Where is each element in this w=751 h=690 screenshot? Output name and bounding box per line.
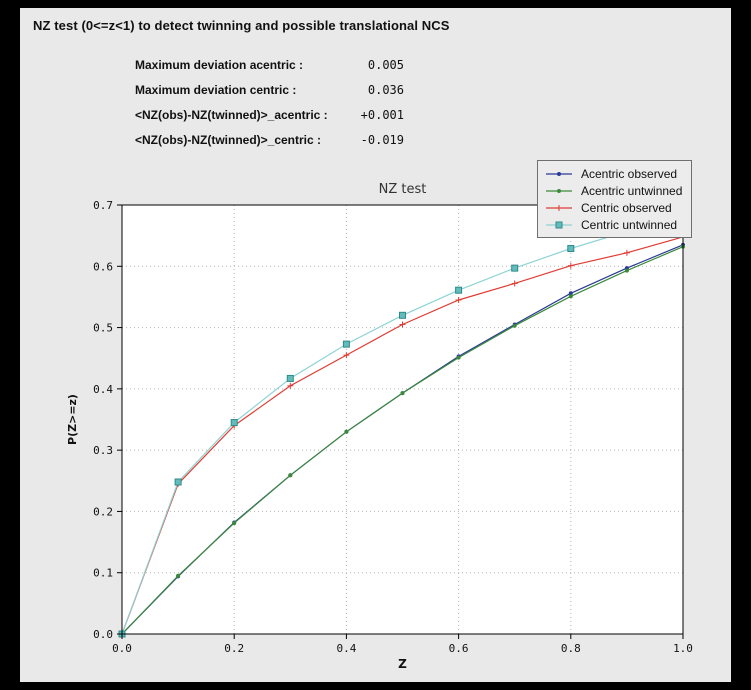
y-axis-label: P(Z>=z) [66,394,79,445]
marker-dot [344,429,349,434]
marker-dot [400,391,405,396]
marker-square [511,264,519,272]
nz-test-chart: 0.0 0.2 0.4 0.6 0.8 1.0 0.0 0.1 0.2 0.3 0.4 0.5 0.6 0… [66,182,693,671]
figure-panel: NZ test (0<=z<1) to detect twinning and … [20,8,731,682]
y-tick-label: 0.5 [93,322,113,335]
marker-dot [557,171,561,176]
legend-label: Centric observed [581,200,672,215]
legend-swatch-centric-observed [546,204,572,211]
stat-value: -0.019 [360,132,404,147]
stat-label: <NZ(obs)-NZ(twinned)>_centric : [135,132,322,147]
marker-dot [288,473,293,478]
marker-dot [456,355,461,360]
marker-square [555,221,563,228]
plot-background [122,205,683,634]
stat-label: <NZ(obs)-NZ(twinned)>_acentric : [135,107,328,122]
legend-label: Acentric observed [581,166,678,181]
marker-square [399,311,406,319]
y-tick-label: 0.7 [93,199,113,212]
stat-row: Maximum deviation acentric : 0.005 [135,52,404,77]
y-tick-label: 0.3 [93,444,113,457]
marker-square [230,419,238,427]
legend-swatch-acentric-untwinned [546,188,572,193]
marker-dot [568,294,573,299]
stat-row: <NZ(obs)-NZ(twinned)>_centric : -0.019 [135,127,404,152]
x-tick-label: 0.8 [561,642,581,655]
marker-square [567,245,575,253]
plot-border [121,204,684,635]
stat-label: Maximum deviation acentric : [135,57,304,72]
y-tick-label: 0.0 [93,628,113,641]
x-tick-label: 1.0 [673,642,693,655]
marker-dot [557,188,561,193]
stats-block: Maximum deviation acentric : 0.005 Maxim… [135,52,404,152]
x-tick-label: 0.2 [224,642,244,655]
stat-value: 0.036 [367,82,404,97]
legend-swatch-centric-untwinned [546,221,572,228]
stat-row: Maximum deviation centric : 0.036 [135,77,404,102]
x-axis-label: Z [398,657,407,671]
chart-legend: Acentric observed Acentric untwinned Cen… [537,160,693,238]
marker-dot [512,323,517,328]
y-tick-label: 0.4 [93,383,113,396]
stat-value: 0.005 [367,57,404,72]
marker-dot [232,521,237,526]
marker-square [174,478,182,486]
legend-item: Centric observed [544,199,682,216]
x-tick-label: 0.4 [336,642,356,655]
legend-swatch-acentric-observed [546,171,572,176]
x-tick-label: 0.0 [112,642,132,655]
y-tick-label: 0.2 [93,505,113,518]
marker-dot [568,291,573,296]
marker-square [286,374,294,382]
y-tick-label: 0.6 [93,260,113,273]
stat-row: <NZ(obs)-NZ(twinned)>_acentric : +0.001 [135,102,404,127]
chart-title: NZ test [379,182,427,197]
y-tick-label: 0.1 [93,567,113,580]
x-tick-label: 0.6 [449,642,469,655]
legend-label: Centric untwinned [581,217,678,232]
stat-value: +0.001 [360,107,404,122]
marker-dot [624,268,629,273]
page-title: NZ test (0<=z<1) to detect twinning and … [33,18,450,33]
stat-label: Maximum deviation centric : [135,82,297,97]
legend-item: Acentric observed [544,165,682,182]
marker-square [342,340,350,348]
legend-item: Acentric untwinned [544,182,682,199]
legend-label: Acentric untwinned [581,183,683,198]
legend-item: Centric untwinned [544,216,682,233]
marker-dot [176,573,181,578]
marker-square [455,286,463,294]
